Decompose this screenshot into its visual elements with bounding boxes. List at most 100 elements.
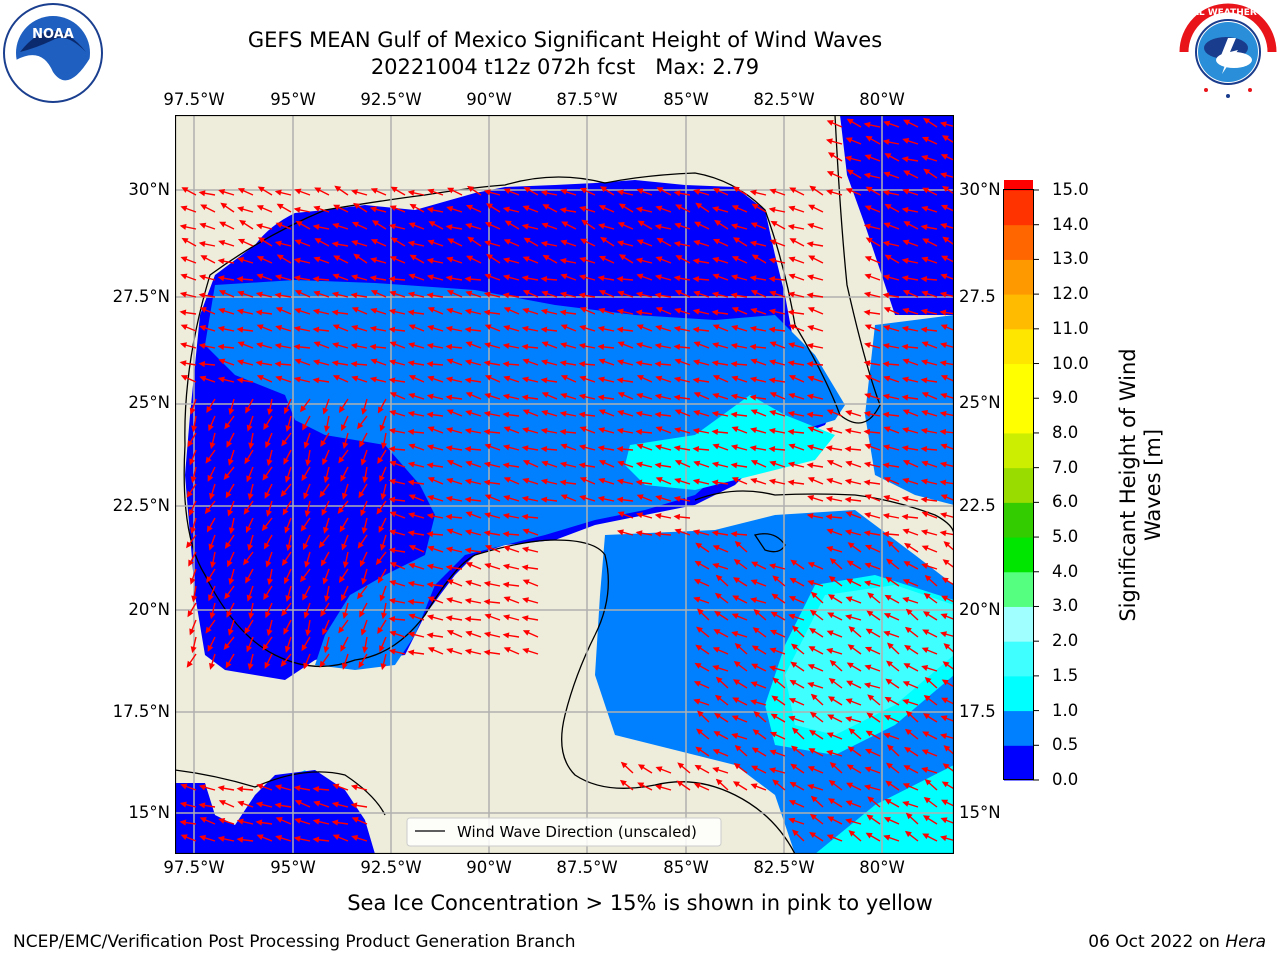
wave-direction-arrowhead	[921, 511, 929, 518]
wave-direction-arrowhead	[920, 446, 928, 453]
wave-direction-arrowhead	[446, 647, 454, 654]
wave-direction-arrowhead	[902, 307, 910, 314]
wave-direction-arrowhead	[637, 220, 645, 227]
wave-direction-arrowhead	[806, 274, 814, 281]
wave-direction-arrowhead	[205, 456, 212, 464]
wave-direction-arrowhead	[940, 392, 948, 399]
wave-direction-arrowhead	[521, 394, 529, 401]
wave-direction-arrowhead	[377, 576, 384, 584]
wave-direction-arrowhead	[388, 496, 396, 503]
wave-direction-arrowhead	[867, 592, 875, 599]
wave-direction-arrowhead	[342, 612, 349, 620]
wave-direction-arrowhead	[264, 491, 271, 499]
wave-direction-arrowhead	[863, 580, 871, 587]
wave-direction-arrowhead	[750, 579, 758, 586]
wave-direction-arrowhead	[198, 784, 206, 791]
wave-direction-arrowhead	[617, 410, 625, 416]
wave-direction-arrowhead	[882, 274, 890, 281]
wave-direction-arrowhead	[246, 424, 253, 432]
wave-direction-arrowhead	[788, 375, 796, 381]
wave-direction-arrowhead	[484, 613, 492, 620]
colorbar-band	[1004, 606, 1033, 642]
wave-direction-arrowhead	[359, 610, 365, 618]
wave-direction-arrowhead	[210, 561, 217, 569]
wave-direction-arrowhead	[408, 392, 416, 399]
wave-direction-arrowhead	[597, 495, 605, 502]
colorbar	[1003, 180, 1039, 781]
colorbar-band	[1004, 467, 1033, 503]
wave-direction-arrowhead	[540, 326, 548, 333]
wave-direction-arrowhead	[597, 394, 605, 401]
wave-direction-arrowhead	[693, 410, 701, 416]
wave-direction-arrowhead	[522, 647, 530, 654]
wave-direction-arrowhead	[940, 613, 948, 620]
wave-direction-arrowhead	[350, 274, 358, 281]
wave-direction-arrowhead	[654, 393, 662, 400]
wave-direction-arrowhead	[866, 814, 874, 821]
wave-direction-arrowhead	[848, 626, 856, 633]
wave-direction-arrowhead	[445, 546, 453, 553]
wave-direction-arrowhead	[732, 781, 740, 788]
wave-direction-arrowhead	[294, 817, 302, 824]
wave-direction-arrowhead	[787, 461, 795, 468]
wave-direction-arrowhead	[711, 309, 719, 316]
wave-direction-arrowhead	[695, 202, 703, 209]
wave-direction-arrowhead	[180, 256, 188, 263]
wave-direction-arrowhead	[502, 274, 510, 281]
wave-direction-arrowhead	[228, 578, 235, 586]
wave-direction-arrowhead	[446, 256, 454, 263]
wave-direction-arrowhead	[408, 512, 415, 519]
wave-direction-arrowhead	[542, 254, 550, 261]
wave-direction-arrowhead	[218, 817, 226, 824]
wave-direction-arrowhead	[263, 542, 270, 550]
wave-direction-arrowhead	[694, 764, 702, 771]
wave-direction-arrowhead	[281, 609, 288, 617]
wave-direction-arrowhead	[886, 558, 893, 565]
wave-direction-arrowhead	[427, 545, 435, 552]
wave-direction-arrowhead	[902, 290, 910, 296]
wave-direction-arrowhead	[245, 525, 252, 534]
wave-direction-arrowhead	[293, 785, 301, 792]
wave-direction-arrowhead	[810, 591, 818, 599]
wave-direction-arrowhead	[224, 592, 231, 600]
colorbar-tick-label: 12.0	[1052, 284, 1089, 304]
wave-direction-arrowhead	[388, 359, 396, 366]
wave-direction-arrowhead	[825, 513, 833, 520]
wave-direction-arrowhead	[464, 377, 472, 384]
wave-direction-arrowhead	[237, 206, 244, 213]
wave-direction-arrowhead	[464, 478, 472, 485]
wave-direction-arrowhead	[407, 461, 415, 468]
wave-direction-arrowhead	[789, 577, 797, 584]
wave-direction-arrowhead	[464, 359, 472, 366]
wave-direction-arrowhead	[711, 428, 719, 435]
wave-direction-arrowhead	[426, 462, 434, 469]
wave-direction-arrowhead	[446, 409, 454, 415]
wave-direction-arrowhead	[209, 662, 215, 670]
wave-direction-arrowhead	[942, 661, 950, 668]
wave-direction-arrowhead	[243, 507, 250, 515]
wave-direction-arrowhead	[389, 341, 397, 348]
wave-direction-arrowhead	[465, 580, 473, 586]
wave-direction-arrowhead	[655, 495, 663, 501]
lat-label-right: 22.5	[959, 496, 996, 515]
wave-direction-arrowhead	[388, 276, 396, 283]
wave-direction-arrowhead	[790, 763, 798, 770]
wave-direction-arrowhead	[635, 461, 643, 468]
wave-direction-arrowhead	[598, 358, 606, 365]
wave-direction-arrowhead	[236, 818, 244, 825]
wave-direction-arrowhead	[362, 646, 369, 654]
wave-direction-arrowhead	[579, 256, 587, 263]
wave-direction-arrowhead	[237, 800, 245, 807]
wave-direction-arrowhead	[217, 275, 225, 282]
wave-direction-arrowhead	[313, 290, 321, 297]
wave-direction-arrowhead	[218, 189, 226, 195]
wave-direction-arrowhead	[730, 444, 738, 451]
wave-direction-arrowhead	[426, 632, 434, 639]
wave-direction-arrowhead	[921, 290, 929, 297]
wave-direction-arrowhead	[826, 409, 834, 415]
wave-direction-arrowhead	[882, 462, 890, 469]
wave-direction-arrowhead	[426, 361, 434, 368]
wave-direction-arrowhead	[712, 324, 720, 330]
wave-direction-arrowhead	[674, 528, 682, 535]
wave-direction-arrowhead	[247, 663, 254, 671]
